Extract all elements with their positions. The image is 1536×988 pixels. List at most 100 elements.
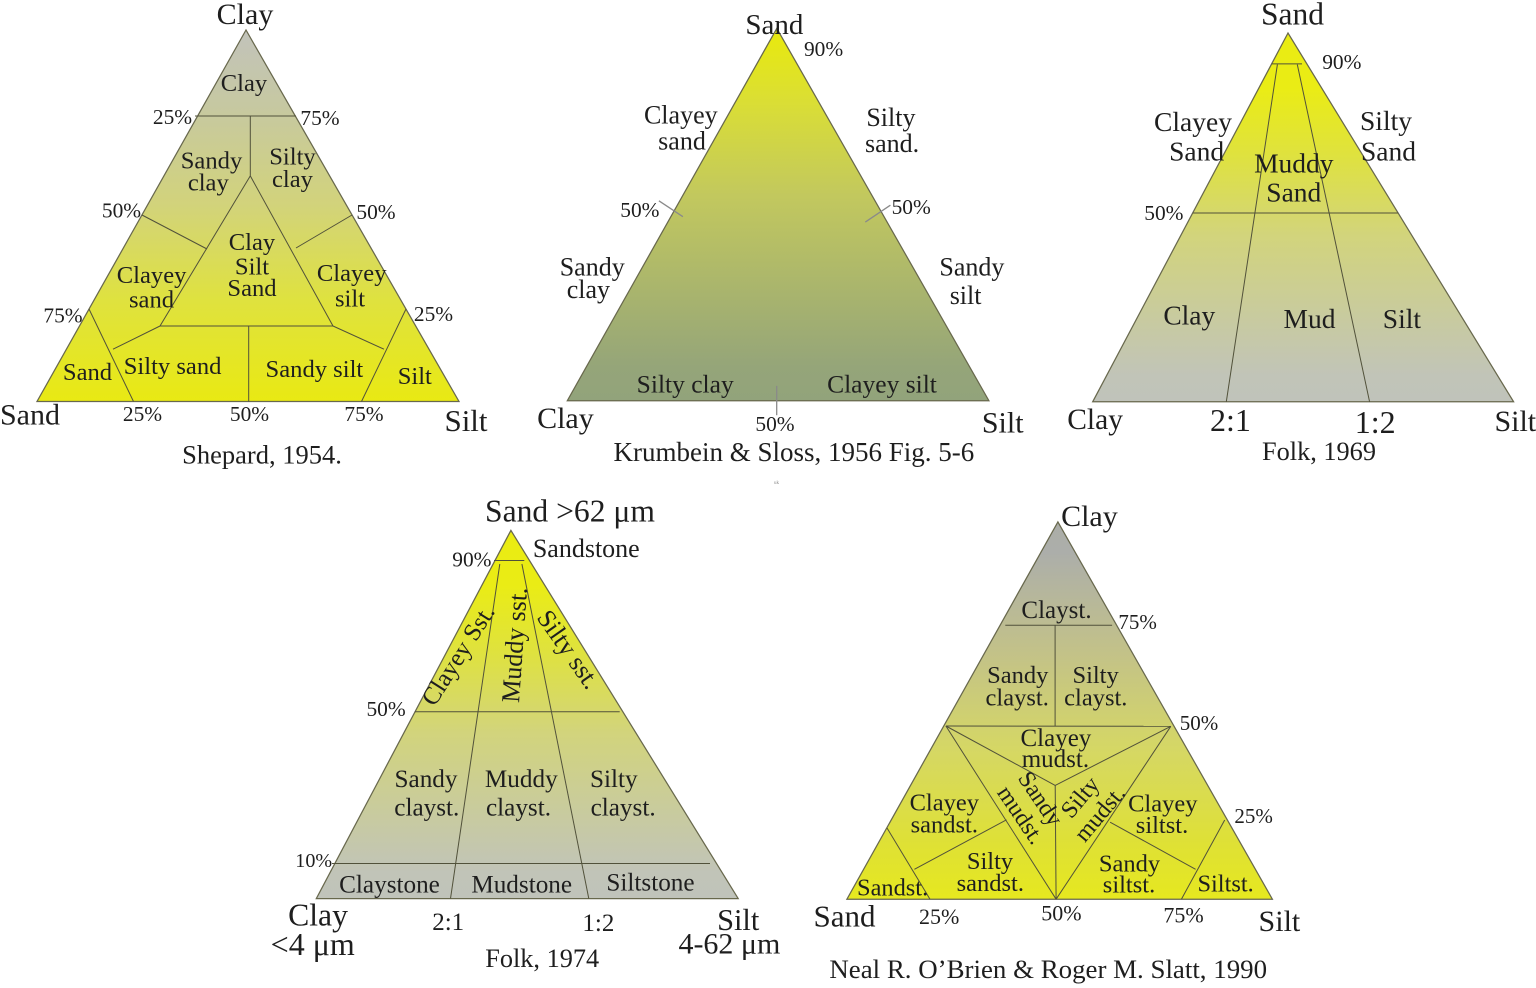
svg-text:Clayey: Clayey — [117, 262, 187, 289]
svg-text:Sand: Sand — [1261, 0, 1324, 32]
svg-text:25%: 25% — [414, 302, 453, 326]
svg-text:10%: 10% — [295, 850, 332, 872]
svg-text:Sand: Sand — [1361, 135, 1416, 166]
svg-text:2:1: 2:1 — [1210, 402, 1251, 438]
svg-text:Clayey: Clayey — [644, 101, 718, 130]
svg-text:Silty: Silty — [1072, 662, 1119, 689]
svg-text:25%: 25% — [153, 105, 192, 129]
svg-text:Clay: Clay — [537, 402, 594, 435]
svg-text:Sandy: Sandy — [987, 662, 1049, 689]
svg-text:clayst.: clayst. — [1064, 685, 1127, 712]
svg-text:50%: 50% — [366, 697, 405, 721]
svg-text:sand.: sand. — [865, 129, 919, 158]
svg-text:Clayey: Clayey — [910, 790, 980, 817]
svg-text:Clayst.: Clayst. — [1021, 597, 1091, 624]
svg-text:sand: sand — [658, 126, 706, 155]
svg-text:siltst.: siltst. — [1103, 872, 1155, 899]
svg-text:Silt: Silt — [1383, 303, 1422, 334]
svg-text:siltst.: siltst. — [1136, 812, 1188, 839]
svg-text:1:2: 1:2 — [1355, 404, 1396, 440]
svg-text:4-62 μm: 4-62 μm — [678, 928, 780, 961]
svg-text:Krumbein & Sloss, 1956 Fig. 5-: Krumbein & Sloss, 1956 Fig. 5-6 — [614, 437, 975, 467]
svg-text:Shepard, 1954.: Shepard, 1954. — [182, 440, 342, 470]
svg-text:Clay: Clay — [1067, 404, 1123, 436]
svg-text:clay: clay — [272, 166, 314, 193]
svg-text:50%: 50% — [755, 412, 794, 436]
svg-text:1:2: 1:2 — [582, 910, 614, 937]
svg-text:Neal R. O’Brien & Roger M. Sla: Neal R. O’Brien & Roger M. Slatt, 1990 — [829, 954, 1267, 984]
svg-text:25%: 25% — [1234, 804, 1273, 828]
svg-text:Silt: Silt — [398, 363, 432, 390]
svg-text:2:1: 2:1 — [432, 909, 464, 936]
svg-text:clayst.: clayst. — [486, 795, 551, 822]
svg-text:<4 μm: <4 μm — [271, 926, 355, 962]
svg-text:silt: silt — [335, 286, 365, 313]
svg-text:Sandy: Sandy — [560, 252, 625, 281]
svg-text:Clayey: Clayey — [317, 260, 387, 287]
svg-text:Folk, 1969: Folk, 1969 — [1262, 437, 1376, 466]
svg-text:Silty: Silty — [967, 848, 1014, 875]
svg-text:50%: 50% — [1144, 201, 1183, 225]
svg-text:clay: clay — [567, 275, 610, 304]
svg-text:Sand: Sand — [227, 275, 276, 302]
svg-text:Clayey: Clayey — [1020, 725, 1091, 752]
svg-text:Sand: Sand — [1266, 177, 1321, 208]
svg-text:clayst.: clayst. — [394, 795, 459, 822]
svg-text:50%: 50% — [620, 198, 659, 222]
svg-text:Silty: Silty — [590, 766, 638, 793]
svg-text:Clay: Clay — [288, 898, 348, 933]
svg-text:Sandy: Sandy — [939, 252, 1004, 281]
svg-text:Clay: Clay — [217, 0, 274, 31]
svg-text:25%: 25% — [919, 904, 959, 929]
svg-text:75%: 75% — [344, 402, 383, 426]
svg-text:Silt: Silt — [717, 903, 760, 937]
svg-text:75%: 75% — [300, 106, 339, 130]
svg-text:Sand: Sand — [0, 399, 60, 432]
svg-text:Silty sand: Silty sand — [124, 353, 222, 380]
svg-text:uk: uk — [774, 481, 780, 486]
svg-text:75%: 75% — [1163, 903, 1203, 928]
svg-text:sand: sand — [129, 287, 174, 314]
svg-text:90%: 90% — [804, 37, 843, 61]
svg-text:75%: 75% — [43, 304, 82, 328]
svg-text:Clayey: Clayey — [1154, 106, 1232, 137]
svg-text:Silty clay: Silty clay — [637, 370, 734, 399]
svg-text:Clay: Clay — [221, 70, 268, 97]
svg-text:Clay: Clay — [1163, 299, 1215, 330]
svg-text:Mudstone: Mudstone — [471, 872, 572, 899]
svg-text:Siltst.: Siltst. — [1197, 871, 1253, 898]
svg-text:Claystone: Claystone — [339, 872, 440, 899]
svg-text:Sand >62 μm: Sand >62 μm — [485, 494, 655, 529]
svg-text:Sandst.: Sandst. — [857, 875, 928, 902]
svg-text:Sandy: Sandy — [395, 766, 458, 793]
svg-text:silt: silt — [950, 281, 983, 310]
svg-text:Sandstone: Sandstone — [533, 534, 640, 563]
svg-text:Silt: Silt — [235, 254, 269, 281]
svg-text:50%: 50% — [356, 200, 395, 224]
svg-text:50%: 50% — [102, 199, 141, 223]
svg-text:clayst.: clayst. — [591, 795, 656, 822]
svg-text:Clayey: Clayey — [1128, 791, 1198, 818]
svg-text:50%: 50% — [1180, 711, 1219, 735]
svg-text:Sandy silt: Sandy silt — [266, 356, 364, 383]
svg-text:Siltstone: Siltstone — [606, 870, 694, 897]
svg-text:Mud: Mud — [1284, 303, 1336, 334]
svg-text:Folk, 1974: Folk, 1974 — [485, 944, 599, 973]
svg-text:Sandy: Sandy — [1099, 851, 1161, 878]
svg-text:50%: 50% — [1041, 901, 1081, 926]
svg-text:sandst.: sandst. — [957, 870, 1024, 897]
svg-text:Silty: Silty — [1360, 105, 1412, 136]
svg-text:clay: clay — [188, 170, 230, 197]
svg-text:Sand: Sand — [1169, 135, 1224, 166]
svg-text:50%: 50% — [230, 402, 269, 426]
svg-text:75%: 75% — [1118, 610, 1157, 634]
svg-text:Clay: Clay — [1061, 500, 1118, 533]
svg-text:Silt: Silt — [1494, 405, 1536, 438]
svg-text:50%: 50% — [892, 195, 931, 219]
svg-text:mudst.: mudst. — [1022, 746, 1089, 773]
svg-text:Sand: Sand — [814, 899, 877, 934]
svg-text:Silt: Silt — [444, 403, 487, 438]
svg-text:90%: 90% — [452, 548, 491, 572]
svg-text:Muddy: Muddy — [1254, 148, 1334, 179]
svg-text:Silt: Silt — [1259, 905, 1301, 938]
